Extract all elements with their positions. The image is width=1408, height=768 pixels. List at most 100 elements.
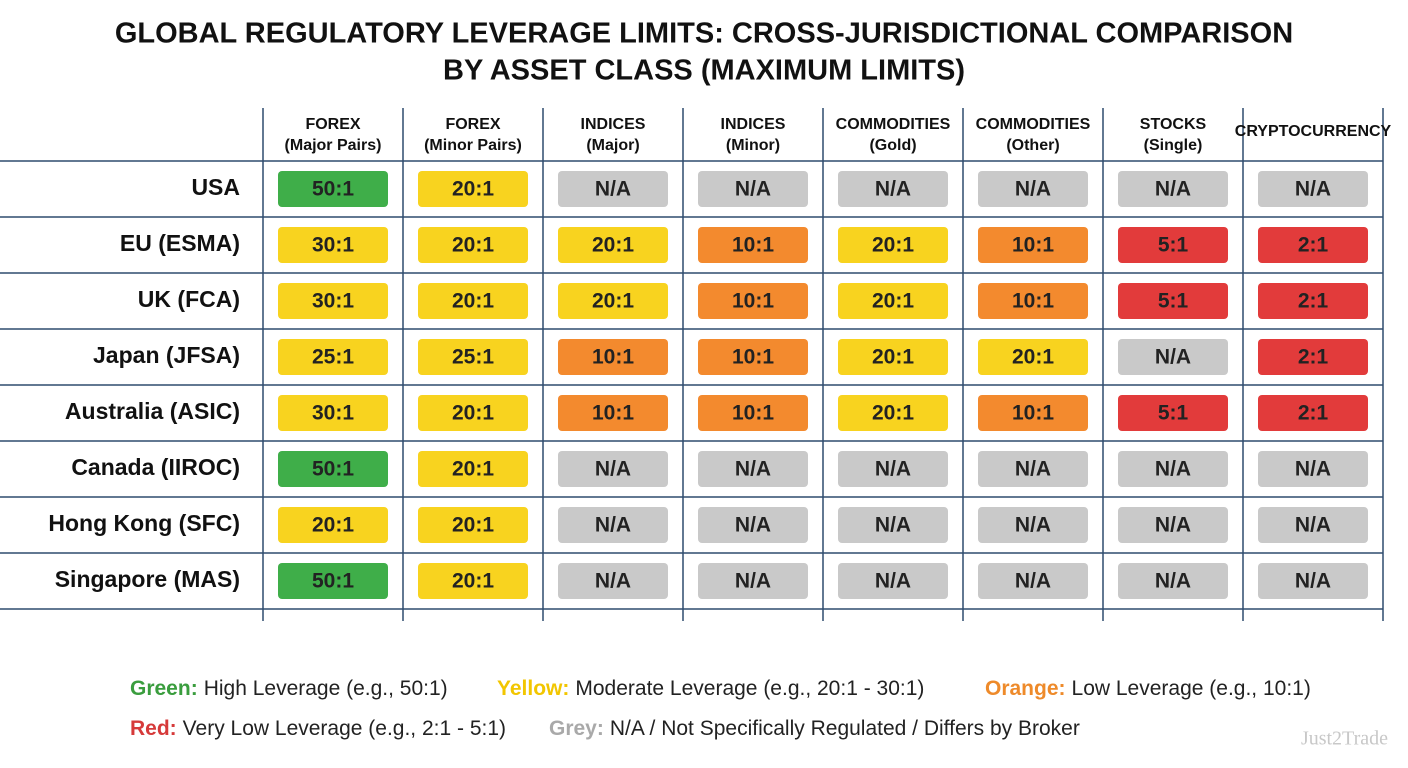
cell-value: N/A	[1295, 178, 1331, 201]
cell-value: N/A	[595, 570, 631, 593]
leverage-cell	[278, 171, 388, 207]
cell-value: 2:1	[1298, 234, 1329, 257]
cell-value: 20:1	[312, 514, 354, 537]
legend-key: Red:	[130, 717, 177, 740]
leverage-cell	[1258, 395, 1368, 431]
leverage-cell	[278, 507, 388, 543]
cell-value: 30:1	[312, 402, 354, 425]
cell-value: N/A	[595, 514, 631, 537]
cell-value: N/A	[1155, 458, 1191, 481]
cell-value: 20:1	[872, 402, 914, 425]
column-header: STOCKS	[1140, 116, 1207, 133]
cell-value: 20:1	[872, 346, 914, 369]
cell-value: 20:1	[592, 234, 634, 257]
leverage-cell	[1258, 171, 1368, 207]
legend-item: Orange: Low Leverage (e.g., 10:1)	[985, 677, 1311, 700]
leverage-cell	[978, 563, 1088, 599]
row-label: Australia (ASIC)	[65, 398, 240, 424]
cell-value: 2:1	[1298, 290, 1329, 313]
cell-value: 20:1	[452, 234, 494, 257]
cell-value: N/A	[595, 458, 631, 481]
legend-item: Red: Very Low Leverage (e.g., 2:1 - 5:1)	[130, 717, 506, 740]
legend-key: Orange:	[985, 677, 1066, 700]
cell-value: N/A	[1015, 514, 1051, 537]
leverage-cell	[698, 339, 808, 375]
leverage-cell	[278, 395, 388, 431]
leverage-cell	[278, 227, 388, 263]
cell-value: 20:1	[452, 570, 494, 593]
leverage-cell	[558, 283, 668, 319]
column-header: (Gold)	[869, 137, 916, 154]
cell-value: 2:1	[1298, 346, 1329, 369]
cell-value: N/A	[1295, 514, 1331, 537]
leverage-cell	[838, 563, 948, 599]
leverage-cell	[418, 227, 528, 263]
leverage-cell	[838, 171, 948, 207]
leverage-cell	[1258, 451, 1368, 487]
legend-text: High Leverage (e.g., 50:1)	[204, 677, 448, 700]
leverage-cell	[558, 395, 668, 431]
leverage-cell	[418, 395, 528, 431]
leverage-cell	[698, 395, 808, 431]
row-label: EU (ESMA)	[120, 230, 240, 256]
cell-value: N/A	[1155, 570, 1191, 593]
cell-value: 20:1	[592, 290, 634, 313]
column-header: (Minor)	[726, 137, 780, 154]
cell-value: 10:1	[592, 402, 634, 425]
cell-value: 10:1	[732, 234, 774, 257]
leverage-cell	[1118, 451, 1228, 487]
cell-value: 30:1	[312, 290, 354, 313]
leverage-cell	[978, 395, 1088, 431]
cell-value: N/A	[1155, 346, 1191, 369]
row-label: UK (FCA)	[138, 286, 240, 312]
leverage-cell	[838, 283, 948, 319]
leverage-cell	[558, 507, 668, 543]
leverage-cell	[698, 563, 808, 599]
leverage-cell	[978, 507, 1088, 543]
cell-value: N/A	[875, 570, 911, 593]
cell-value: 2:1	[1298, 402, 1329, 425]
cell-value: 50:1	[312, 458, 354, 481]
legend-item: Grey: N/A / Not Specifically Regulated / …	[549, 717, 1080, 740]
cell-value: 5:1	[1158, 402, 1189, 425]
leverage-cell	[1118, 227, 1228, 263]
cell-value: 20:1	[1012, 346, 1054, 369]
leverage-cell	[978, 451, 1088, 487]
cell-value: N/A	[735, 570, 771, 593]
leverage-cell	[1118, 339, 1228, 375]
column-header: COMMODITIES	[836, 116, 951, 133]
cell-value: N/A	[1015, 178, 1051, 201]
cell-value: N/A	[1015, 570, 1051, 593]
cell-value: N/A	[1295, 458, 1331, 481]
leverage-cell	[418, 507, 528, 543]
legend-key: Yellow:	[497, 677, 569, 700]
cell-value: 30:1	[312, 234, 354, 257]
cell-value: 50:1	[312, 570, 354, 593]
legend-text: Low Leverage (e.g., 10:1)	[1072, 677, 1311, 700]
legend-text: N/A / Not Specifically Regulated / Diffe…	[610, 717, 1080, 740]
cell-value: 20:1	[452, 458, 494, 481]
row-label: Singapore (MAS)	[55, 566, 240, 592]
column-header: (Major)	[586, 137, 639, 154]
column-header: (Single)	[1144, 137, 1203, 154]
cell-value: 25:1	[312, 346, 354, 369]
title: GLOBAL REGULATORY LEVERAGE LIMITS: CROSS…	[115, 18, 1293, 50]
leverage-cell	[838, 339, 948, 375]
leverage-cell	[698, 507, 808, 543]
column-header: COMMODITIES	[976, 116, 1091, 133]
leverage-cell	[278, 451, 388, 487]
cell-value: 25:1	[452, 346, 494, 369]
leverage-cell	[1118, 395, 1228, 431]
title: BY ASSET CLASS (MAXIMUM LIMITS)	[443, 55, 965, 87]
cell-value: 20:1	[452, 290, 494, 313]
cell-value: 5:1	[1158, 290, 1189, 313]
leverage-cell	[278, 563, 388, 599]
column-header: FOREX	[445, 116, 500, 133]
cell-value: 20:1	[872, 290, 914, 313]
cell-value: 10:1	[732, 290, 774, 313]
leverage-cell	[558, 451, 668, 487]
row-label: Japan (JFSA)	[93, 342, 240, 368]
cell-value: 10:1	[592, 346, 634, 369]
cell-value: 10:1	[1012, 402, 1054, 425]
